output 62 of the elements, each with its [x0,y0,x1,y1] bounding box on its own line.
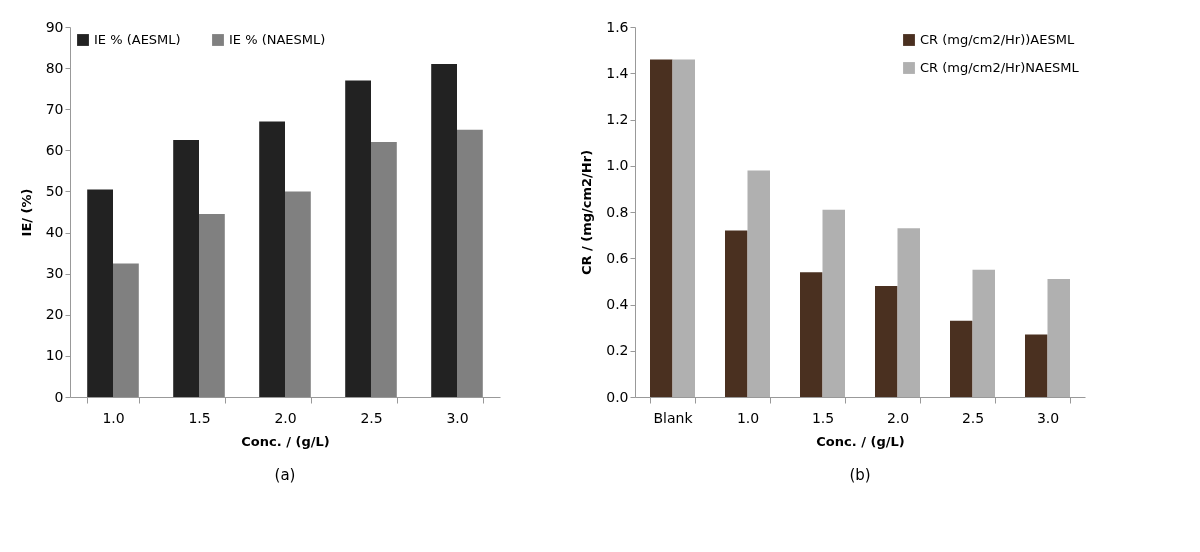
legend-label: CR (mg/cm2/Hr))AESML [920,32,1075,47]
bar [747,170,770,397]
legend-label: IE % (NAESML) [229,32,326,47]
bar [950,320,973,397]
bar [875,286,898,397]
x-tick-label: 1.0 [102,409,125,426]
y-tick-label: 0.0 [606,388,629,405]
y-tick-label: 0 [54,388,64,405]
bar [431,64,457,397]
bar [113,263,139,397]
x-tick-label: 3.0 [1036,409,1060,426]
bar [199,214,225,397]
text: (b) [849,466,871,484]
bar [1047,279,1070,397]
x-tick-label: 3.0 [446,409,469,426]
bar [285,191,311,397]
y-tick-label: 70 [45,100,64,117]
text: (a) [274,466,296,484]
y-tick-label: 1.6 [606,18,629,35]
x-tick-label: Blank [653,409,694,426]
y-tick-label: 0.6 [606,249,629,266]
y-tick-label: 30 [45,265,64,282]
y-tick-label: 80 [45,59,64,76]
x-tick-label: 1.5 [811,409,835,426]
bar [672,59,695,397]
x-axis-title: Conc. / (g/L) [241,433,330,449]
y-axis-title: IE/ (%) [18,188,34,237]
bar [173,140,199,397]
bar [897,228,920,397]
bar [822,209,845,397]
bar [457,129,483,397]
bar [972,269,995,397]
x-tick-label: 2.5 [961,409,985,426]
bar [1025,334,1048,397]
bar [650,59,673,397]
x-axis-title: Conc. / (g/L) [816,433,905,449]
bar [371,142,397,397]
y-tick-label: 60 [45,141,64,158]
y-tick-label: 50 [45,182,64,199]
y-tick-label: 1.0 [606,157,629,174]
legend-label: IE % (AESML) [94,32,181,47]
bar [345,80,371,397]
bar [87,189,113,397]
legend-label: CR (mg/cm2/Hr)NAESML [920,60,1080,75]
bar [800,272,823,397]
y-tick-label: 0.2 [606,342,629,359]
y-tick-label: 0.8 [606,203,629,220]
bar [725,230,748,397]
y-tick-label: 1.2 [606,111,629,127]
y-tick-label: 10 [45,347,64,364]
y-tick-label: 40 [45,224,64,241]
y-tick-label: 0.4 [606,296,629,312]
y-tick-label: 1.4 [606,64,629,81]
bar [259,121,285,397]
y-tick-label: 20 [45,306,64,323]
x-tick-label: 1.0 [736,409,760,426]
x-tick-label: 2.0 [886,409,910,426]
y-tick-label: 90 [45,18,64,35]
y-axis-title: CR / (mg/cm2/Hr) [579,149,595,276]
x-tick-label: 2.5 [360,409,383,426]
x-tick-label: 2.0 [274,409,297,426]
x-tick-label: 1.5 [188,409,211,426]
